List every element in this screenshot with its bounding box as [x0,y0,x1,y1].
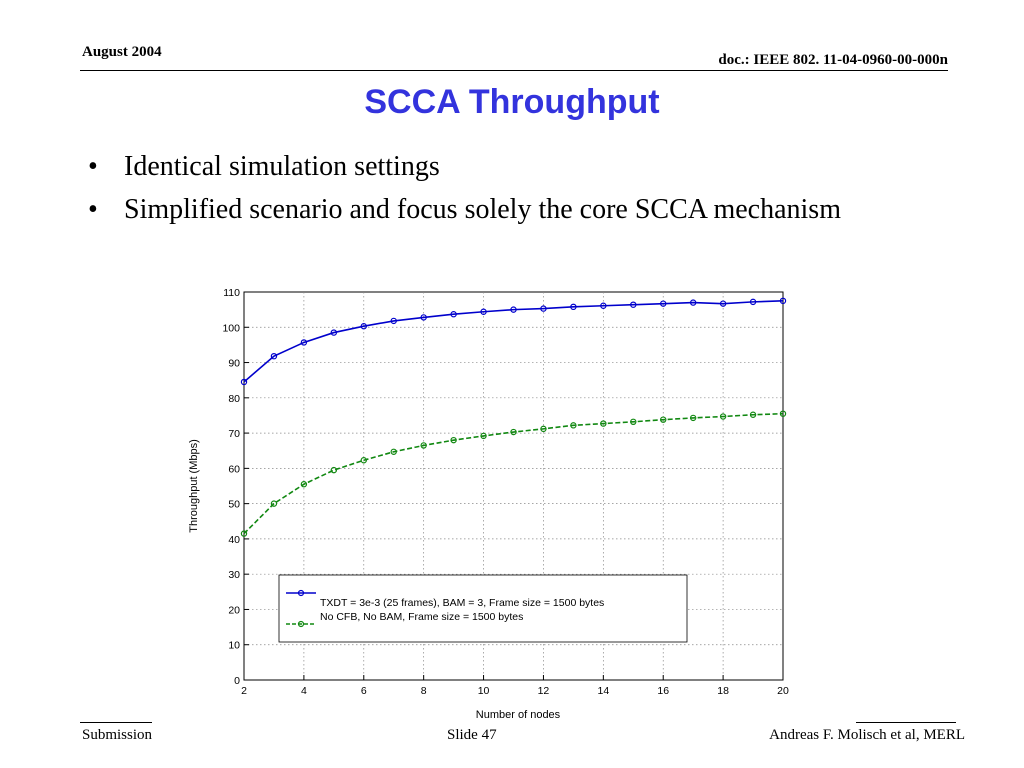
data-point-series-1 [779,297,787,305]
data-point-series-1 [360,323,367,330]
y-tick-label: 40 [228,534,240,546]
data-point-series-2 [510,428,517,436]
bullet-text: Simplified scenario and focus solely the… [124,194,841,225]
data-point-series-1 [270,352,278,360]
x-tick-label: 12 [538,685,550,697]
bullet-item: • Simplified scenario and focus solely th… [84,193,884,226]
bullet-list: • Identical simulation settings • Simplifi… [84,150,884,236]
data-point-series-2 [240,530,248,537]
x-tick-label: 2 [241,685,247,697]
data-point-series-1 [300,339,308,346]
y-tick-label: 100 [222,322,240,334]
data-point-series-1 [630,301,637,308]
y-axis-label: Throughput (Mbps) [188,439,200,533]
data-point-series-1 [570,303,577,311]
data-point-series-2 [540,425,547,433]
data-point-series-2 [749,411,757,418]
data-point-series-1 [660,300,667,307]
data-point-series-1 [510,306,517,313]
header-doc-id: doc.: IEEE 802. 11-04-0960-00-000n [718,52,948,68]
legend: TXDT = 3e-3 (25 frames), BAM = 3, Frame … [278,574,688,643]
data-point-series-2 [450,436,457,444]
legend-label-series-2: No CFB, No BAM, Frame size = 1500 bytes [320,611,523,623]
data-point-series-2 [420,442,427,449]
data-point-series-1 [480,308,487,315]
series-line-2 [243,412,784,535]
x-tick-label: 18 [717,685,729,697]
data-point-series-1 [330,329,338,336]
y-axis-ticks: 0 10 20 30 40 50 60 70 80 90 100 110 [222,287,249,687]
data-point-series-2 [689,414,697,422]
footer-rule-right [856,722,956,723]
y-tick-label: 0 [234,675,240,687]
y-tick-label: 110 [223,287,240,299]
footer-rule-left [80,722,152,723]
x-tick-label: 8 [421,685,427,697]
y-tick-label: 90 [228,358,240,370]
data-point-series-2 [390,448,397,455]
data-point-series-2 [630,418,637,426]
data-point-series-1 [600,302,607,309]
x-tick-label: 16 [657,685,669,697]
bullet-item: • Identical simulation settings [84,150,884,183]
data-point-series-1 [749,298,757,306]
bullet-dot-icon: • [88,194,98,225]
x-tick-label: 4 [301,685,307,697]
legend-marker-series-2 [297,620,305,628]
y-tick-label: 20 [228,604,240,616]
series-group [240,297,787,537]
data-point-series-2 [360,457,367,464]
x-axis-label: Number of nodes [476,709,561,721]
x-tick-label: 6 [361,685,367,697]
throughput-chart: 0 10 20 30 40 50 60 70 80 90 100 110 2 4 6 8 10 12 14 16 18… [188,287,789,721]
header-rule [80,70,948,71]
data-point-series-2 [480,432,487,440]
data-point-series-1 [719,300,727,307]
header-date: August 2004 [82,44,162,60]
y-tick-label: 10 [228,640,240,652]
footer-slide-number: Slide 47 [447,727,497,743]
data-point-series-2 [300,481,308,488]
x-tick-label: 14 [597,685,609,697]
y-tick-label: 80 [228,393,240,405]
y-tick-label: 60 [228,463,240,475]
data-point-series-1 [390,317,397,325]
data-point-series-2 [330,466,338,474]
data-point-series-1 [420,314,427,321]
x-tick-label: 10 [478,685,490,697]
x-axis-ticks: 2 4 6 8 10 12 14 16 18 20 [241,675,789,697]
data-point-series-1 [240,378,248,386]
data-point-series-2 [719,413,727,420]
data-point-series-1 [689,299,697,306]
data-point-series-2 [600,420,607,427]
footer-submission: Submission [82,727,153,743]
series-line-1 [243,300,784,383]
footer-author: Andreas F. Molisch et al, MERL [769,727,965,743]
data-point-series-2 [779,410,787,417]
legend-marker-series-1 [297,589,305,597]
data-point-series-2 [570,422,577,429]
data-point-series-1 [540,305,547,312]
legend-box [278,574,688,643]
data-point-series-1 [450,311,457,318]
data-point-series-2 [270,500,278,507]
y-tick-label: 30 [228,569,240,581]
y-tick-label: 70 [228,428,240,440]
data-point-series-2 [660,416,667,423]
bullet-dot-icon: • [88,151,98,182]
y-tick-label: 50 [228,499,240,511]
legend-label-series-1: TXDT = 3e-3 (25 frames), BAM = 3, Frame … [320,597,604,609]
x-tick-label: 20 [777,685,789,697]
bullet-text: Identical simulation settings [124,151,440,182]
slide-title: SCCA Throughput [364,83,660,121]
